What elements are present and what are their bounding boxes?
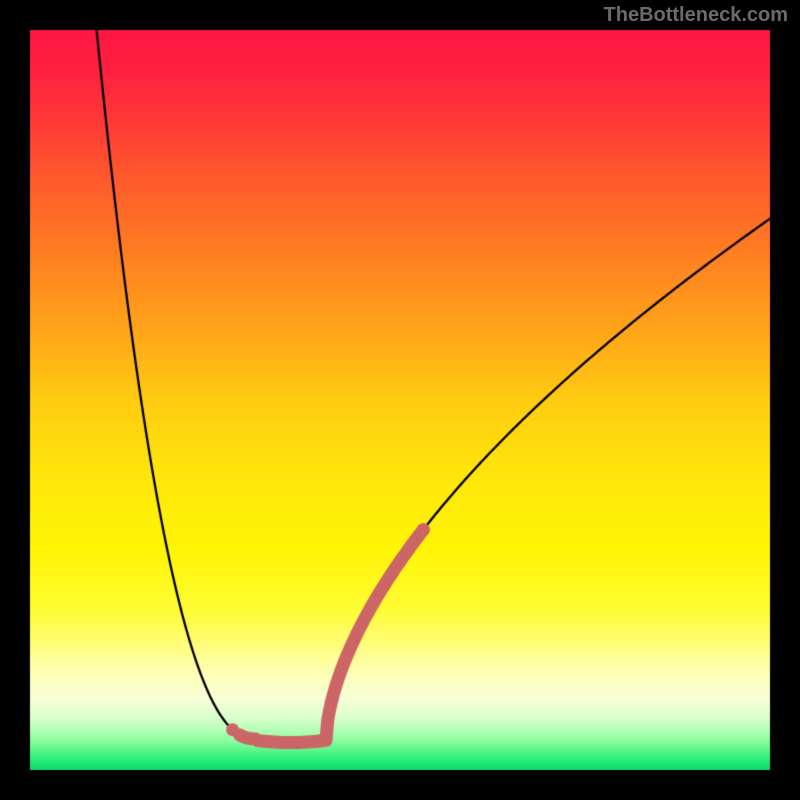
watermark-text: TheBottleneck.com xyxy=(604,4,788,27)
bottleneck-chart-canvas xyxy=(0,0,800,800)
chart-stage: TheBottleneck.com xyxy=(0,0,800,800)
